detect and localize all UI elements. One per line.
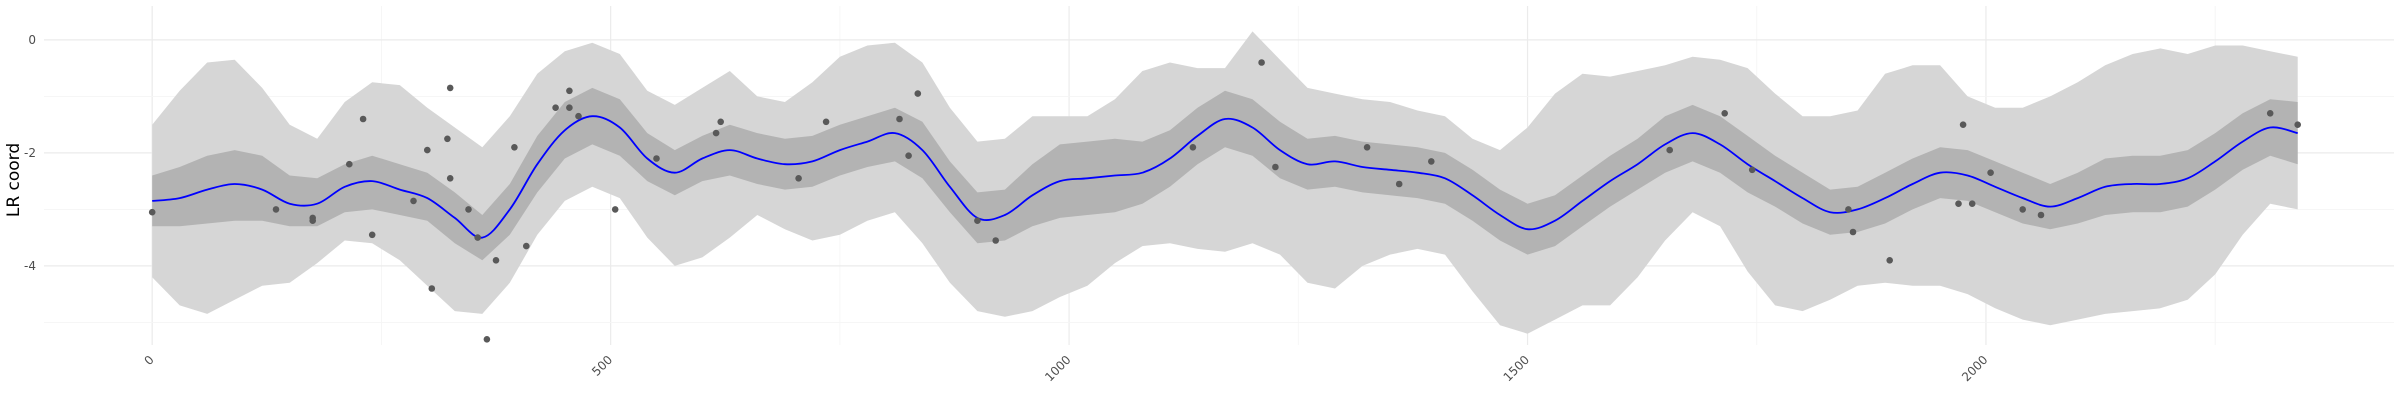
data-point [2019, 206, 2026, 213]
data-point [974, 217, 981, 224]
y-tick-label: -4 [24, 259, 36, 273]
data-point [992, 237, 999, 244]
data-point [148, 208, 156, 216]
data-point [1258, 59, 1265, 66]
data-points [148, 59, 2301, 343]
y-tick-label: 0 [28, 33, 36, 47]
data-point [717, 118, 724, 126]
data-point [1428, 158, 1435, 165]
data-point [905, 152, 912, 159]
data-point [465, 206, 472, 213]
y-axis-ticks: 0 -2 -4 [24, 33, 36, 273]
x-axis-ticks: 0 500 1000 1500 2000 [141, 353, 1990, 384]
confidence-bands [152, 31, 2298, 334]
x-tick-label: 2000 [1959, 353, 1990, 384]
data-point [511, 144, 518, 151]
data-point [410, 197, 417, 205]
x-tick-label: 1500 [1501, 353, 1532, 384]
data-point [1363, 144, 1371, 151]
data-point [566, 104, 573, 111]
data-point [1987, 169, 1994, 176]
data-point [2266, 110, 2274, 117]
x-tick-label: 1000 [1042, 353, 1073, 384]
data-point [566, 87, 573, 95]
data-point [1845, 206, 1852, 213]
data-point [368, 231, 376, 239]
data-point [272, 206, 280, 213]
fitted-line [152, 115, 2298, 239]
data-point [611, 206, 619, 213]
data-point [424, 146, 431, 154]
data-point [822, 118, 830, 126]
data-point [309, 217, 317, 224]
x-tick-label: 0 [141, 353, 156, 368]
x-tick-label: 500 [589, 353, 615, 379]
data-point [1959, 121, 1967, 128]
data-point [1955, 200, 1962, 207]
data-point [795, 175, 802, 182]
data-point [474, 234, 482, 241]
data-point [552, 104, 559, 111]
data-point [914, 90, 922, 97]
data-point [575, 112, 582, 120]
data-point [444, 135, 451, 143]
outer-band [152, 31, 2298, 334]
y-axis-title: LR coord [4, 143, 24, 217]
data-point [346, 160, 353, 168]
data-point [1395, 180, 1403, 188]
data-point [712, 129, 720, 137]
data-point [1968, 200, 1976, 207]
data-point [2294, 121, 2301, 128]
data-point [2037, 211, 2045, 219]
fit-line [152, 115, 2298, 239]
data-point [1721, 110, 1728, 117]
data-point [1748, 166, 1756, 174]
y-tick-label: -2 [24, 146, 36, 160]
data-point [492, 257, 500, 264]
data-point [523, 242, 530, 250]
data-point [896, 115, 903, 123]
data-point [446, 84, 454, 92]
data-point [428, 285, 436, 292]
data-point [1886, 257, 1893, 264]
data-point [653, 155, 660, 162]
data-point [359, 115, 367, 123]
data-point [1189, 144, 1197, 151]
inner-band [152, 87, 2298, 261]
data-point [483, 336, 491, 343]
data-point [1849, 228, 1857, 236]
data-point [446, 175, 454, 182]
data-point [1272, 163, 1279, 171]
data-point [1666, 146, 1673, 154]
